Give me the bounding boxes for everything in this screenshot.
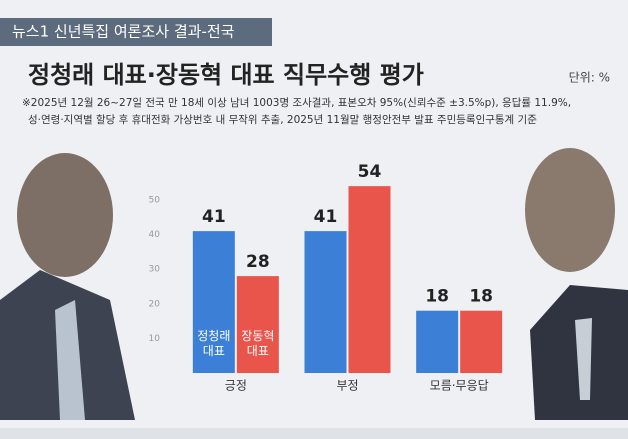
photo-right: [525, 148, 628, 420]
header-box: [0, 18, 272, 46]
x-tick-label: 모름·무응답: [430, 379, 489, 393]
value-label: 54: [358, 162, 382, 182]
y-tick-label: 40: [149, 230, 161, 240]
legend-label: 장동혁 대표: [241, 329, 275, 358]
bar: [236, 276, 279, 373]
footer-strip: [0, 428, 628, 439]
y-tick-label: 10: [149, 334, 161, 344]
x-tick-label: 부정: [336, 379, 358, 393]
legend-label: 정청래 대표: [197, 329, 231, 358]
bar: [460, 310, 503, 373]
x-tick-label: 긍정: [225, 379, 247, 393]
header: 뉴스1 신년특집 여론조사 결과-전국: [12, 23, 235, 41]
value-label: 41: [314, 207, 338, 227]
photo-left: [0, 153, 135, 420]
bar: [416, 310, 459, 373]
bar: [192, 231, 235, 373]
chart-title: 정청래 대표·장동혁 대표 직무수행 평가: [28, 61, 424, 89]
value-label: 41: [202, 207, 226, 227]
y-tick-label: 50: [149, 196, 161, 206]
bar: [304, 231, 347, 373]
value-label: 28: [246, 252, 270, 272]
value-label: 18: [469, 287, 493, 307]
y-tick-label: 20: [149, 299, 161, 309]
unit: 단위: %: [569, 71, 610, 85]
value-label: 18: [425, 287, 449, 307]
y-tick-label: 30: [149, 265, 161, 275]
bar: [348, 186, 391, 373]
note: 성·연령·지역별 할당 후 휴대전화 가상번호 내 무작위 추출, 2025년 …: [28, 113, 537, 126]
note: ※2025년 12월 26~27일 전국 만 18세 이상 남녀 1003명 조…: [22, 96, 571, 109]
